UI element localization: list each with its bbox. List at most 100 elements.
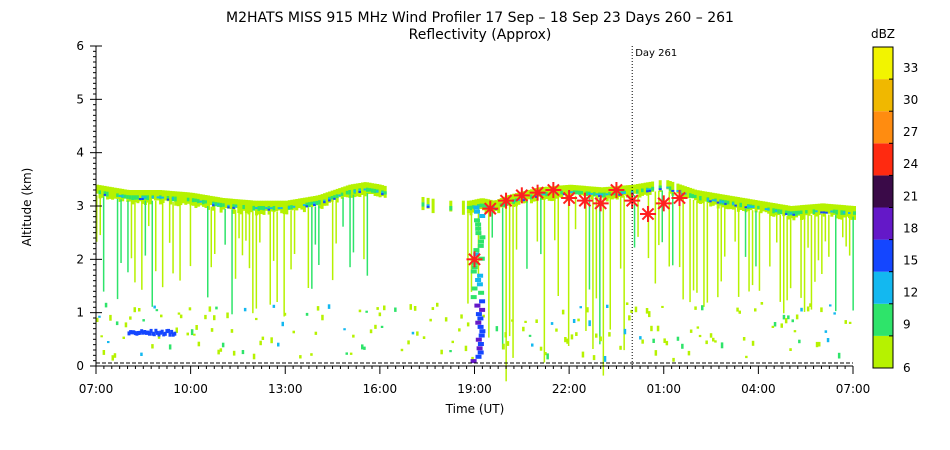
echo-cell xyxy=(466,322,470,327)
echo-cell xyxy=(210,206,212,268)
echo-cell xyxy=(539,346,543,351)
echo-cell xyxy=(747,205,750,208)
echo-cell xyxy=(102,196,105,292)
y-tick-label: 3 xyxy=(76,199,84,213)
x-tick-label: 19:00 xyxy=(457,382,492,396)
echo-cell xyxy=(585,191,589,196)
echo-cell xyxy=(221,342,225,348)
echo-cell xyxy=(422,336,426,339)
echo-cell xyxy=(148,200,150,227)
colorbar-tick-label: 18 xyxy=(903,221,918,235)
echo-cell xyxy=(703,202,705,307)
echo-cell xyxy=(103,191,107,196)
echo-cell xyxy=(261,336,265,340)
echo-cell xyxy=(744,206,748,209)
echo-cell xyxy=(802,204,806,220)
echo-cell xyxy=(473,252,480,257)
echo-cell xyxy=(116,198,119,300)
x-tick-label: 10:00 xyxy=(173,382,208,396)
echo-cell xyxy=(138,190,142,202)
echo-cell xyxy=(475,231,482,236)
echo-cell xyxy=(555,328,558,332)
echo-cell xyxy=(297,198,301,209)
echo-cell xyxy=(161,200,164,288)
echo-cell xyxy=(724,205,726,257)
echo-cell xyxy=(477,324,484,329)
echo-cell xyxy=(176,191,180,207)
echo-cell xyxy=(143,330,147,334)
echo-cell xyxy=(352,334,355,338)
echo-cell xyxy=(791,319,794,323)
echo-cell xyxy=(252,353,256,360)
x-tick-label: 07:00 xyxy=(836,382,871,396)
echo-cell xyxy=(96,195,98,242)
echo-cell xyxy=(506,341,510,346)
echo-cell xyxy=(800,215,802,298)
echo-cell xyxy=(658,188,662,191)
echo-cell xyxy=(109,314,112,321)
echo-cell xyxy=(698,334,702,338)
y-axis-label: Altitude (km) xyxy=(20,168,34,247)
echo-cell xyxy=(822,211,826,214)
echo-cell xyxy=(711,199,715,202)
echo-cell xyxy=(570,191,574,194)
echo-cell xyxy=(323,193,327,206)
echo-cell xyxy=(784,318,788,324)
echo-cell xyxy=(654,191,657,284)
echo-cell xyxy=(522,326,525,332)
echo-cell xyxy=(734,204,738,207)
x-tick-label: 07:00 xyxy=(79,382,114,396)
echo-cell xyxy=(227,204,231,207)
echo-cell xyxy=(477,273,484,278)
echo-cell xyxy=(267,208,271,211)
echo-cell xyxy=(618,193,622,196)
echo-cell xyxy=(451,340,454,344)
echo-cell xyxy=(599,336,602,342)
echo-cell xyxy=(131,195,135,200)
echo-cell xyxy=(167,328,170,333)
echo-cell xyxy=(795,210,798,216)
echo-cell xyxy=(509,194,513,205)
echo-cell xyxy=(168,344,172,350)
echo-cell xyxy=(757,200,761,210)
echo-cell xyxy=(123,194,127,199)
echo-cell xyxy=(512,204,514,358)
echo-cell xyxy=(557,196,559,296)
echo-cell xyxy=(100,335,103,338)
echo-cell xyxy=(116,193,120,197)
echo-cell xyxy=(724,202,728,205)
echo-cell xyxy=(179,202,181,281)
echo-cell xyxy=(320,194,324,209)
echo-cell xyxy=(689,329,693,333)
echo-cell xyxy=(348,190,352,195)
echo-cell xyxy=(827,203,831,214)
echo-cell xyxy=(479,235,486,240)
echo-cell xyxy=(572,185,576,195)
echo-cell xyxy=(720,342,724,349)
echo-cell xyxy=(349,195,351,268)
echo-cell xyxy=(726,200,730,205)
echo-cell xyxy=(232,204,236,208)
echo-cell xyxy=(830,204,834,217)
echo-cell xyxy=(222,203,226,207)
echo-cell xyxy=(682,196,684,300)
echo-cell xyxy=(244,199,248,214)
echo-cell xyxy=(577,318,580,322)
echo-cell xyxy=(124,322,128,328)
echo-cell xyxy=(613,191,617,196)
echo-cell xyxy=(269,211,271,305)
echo-cell xyxy=(598,187,602,198)
echo-cell xyxy=(567,195,570,346)
echo-cell xyxy=(335,199,337,244)
echo-cell xyxy=(141,196,145,199)
echo-cell xyxy=(736,307,739,312)
echo-cell xyxy=(694,194,697,199)
echo-cell xyxy=(744,209,747,257)
echo-cell xyxy=(214,207,216,254)
echo-cell xyxy=(239,199,243,215)
echo-cell xyxy=(130,330,134,335)
echo-cell xyxy=(665,340,669,346)
echo-cell xyxy=(115,321,119,326)
echo-cell xyxy=(165,329,169,334)
